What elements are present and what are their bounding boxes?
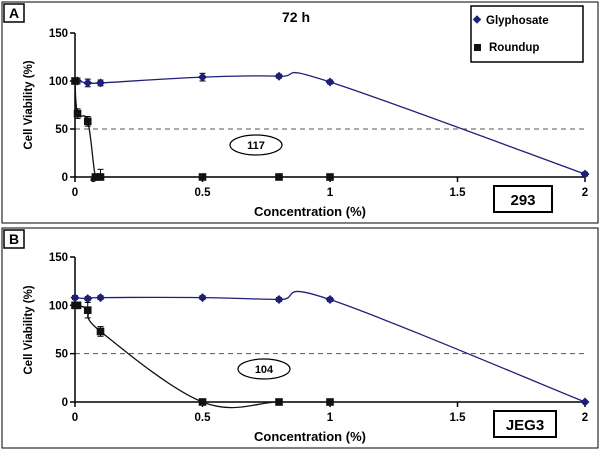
- data-point-glyphosate: [580, 169, 590, 179]
- cell-line-jeg3: JEG3: [506, 417, 544, 434]
- panel-a-label: A: [9, 5, 19, 21]
- data-point-roundup: [275, 173, 283, 181]
- legend-roundup-marker: [474, 44, 481, 51]
- panel-b-label: B: [9, 231, 19, 247]
- x-tick-label: 1: [327, 187, 334, 199]
- y-axis-label: Cell Viability (%): [23, 285, 35, 374]
- data-point-glyphosate: [198, 72, 207, 82]
- x-tick-label: 0.5: [195, 412, 212, 424]
- annotation-104: 104: [255, 364, 274, 376]
- panel-a-label-box: [3, 3, 25, 23]
- x-tick-label: 0: [72, 187, 78, 199]
- data-point-glyphosate: [580, 397, 590, 407]
- cell-line-box-b: [493, 410, 557, 438]
- data-point-glyphosate: [325, 295, 335, 305]
- data-point-roundup: [83, 306, 92, 314]
- legend-box: [470, 5, 584, 63]
- y-tick-label: 150: [49, 252, 68, 264]
- data-point-roundup: [91, 173, 100, 181]
- data-point-glyphosate: [83, 294, 93, 304]
- plot-area-b: 0 50 100 150 0 0.5 1 1.5 2 Concentration (%) Cell …: [23, 252, 590, 444]
- y-tick-label: 100: [49, 76, 68, 88]
- y-tick-label: 0: [62, 172, 68, 184]
- x-tick-label: 0.5: [195, 187, 212, 199]
- legend-glyphosate-marker: [472, 15, 482, 24]
- data-point-glyphosate: [96, 78, 105, 88]
- x-tick-label: 1.5: [450, 412, 467, 424]
- data-point-glyphosate: [274, 295, 284, 305]
- x-tick-label: 2: [582, 412, 588, 424]
- data-point-glyphosate: [83, 78, 93, 88]
- y-tick-label: 100: [49, 300, 68, 312]
- y-tick-label: 50: [55, 124, 68, 136]
- x-tick-label: 2: [582, 187, 588, 199]
- y-tick-label: 0: [62, 397, 68, 409]
- data-point-roundup: [198, 173, 207, 181]
- cell-line-293: 293: [510, 192, 535, 209]
- x-tick-label: 1.5: [450, 187, 467, 199]
- legend-glyphosate-label: Glyphosate: [486, 15, 549, 27]
- data-point-roundup: [73, 109, 82, 118]
- data-point-roundup: [71, 77, 79, 85]
- panel-b: B 0 50 100 150 0 0.5 1 1.5 2 Concentration (%) Cel…: [1, 227, 599, 449]
- data-point-roundup: [96, 327, 105, 336]
- data-point-glyphosate: [198, 293, 207, 303]
- legend: Glyphosate Roundup: [470, 5, 584, 63]
- data-point-glyphosate: [96, 293, 105, 303]
- x-tick-label: 0: [72, 412, 78, 424]
- annotation-117: 117: [247, 140, 265, 152]
- data-point-roundup: [326, 173, 334, 181]
- annotation-ellipse-a: [229, 134, 283, 156]
- data-point-roundup: [275, 398, 283, 406]
- data-point-roundup: [83, 117, 92, 126]
- data-point-roundup: [96, 173, 105, 181]
- x-axis-label: Concentration (%): [254, 204, 366, 219]
- legend-roundup-label: Roundup: [489, 42, 539, 54]
- plot-area-a: 0 50 100 150 0 0.5 1 1.5 2 Concentration (%) Cell …: [23, 28, 590, 219]
- panel-b-label-box: [3, 229, 25, 249]
- data-point-glyphosate: [325, 77, 335, 87]
- data-point-glyphosate: [70, 293, 80, 303]
- x-axis-label: Concentration (%): [254, 429, 366, 444]
- data-point-roundup: [73, 301, 82, 310]
- data-point-roundup: [326, 398, 334, 406]
- y-axis-label: Cell Viability (%): [23, 60, 35, 149]
- annotation-ellipse-b: [237, 358, 291, 380]
- panel-a: A 72 h 0 50 100 150 0 0.5 1 1.5 2 Concentration (…: [1, 1, 599, 224]
- chart-title: 72 h: [282, 9, 310, 25]
- data-point-roundup: [198, 398, 207, 406]
- x-tick-label: 1: [327, 412, 334, 424]
- cell-line-box-a: [493, 185, 553, 213]
- data-point-glyphosate: [274, 71, 284, 81]
- y-tick-label: 50: [55, 349, 68, 361]
- y-tick-label: 150: [49, 28, 68, 40]
